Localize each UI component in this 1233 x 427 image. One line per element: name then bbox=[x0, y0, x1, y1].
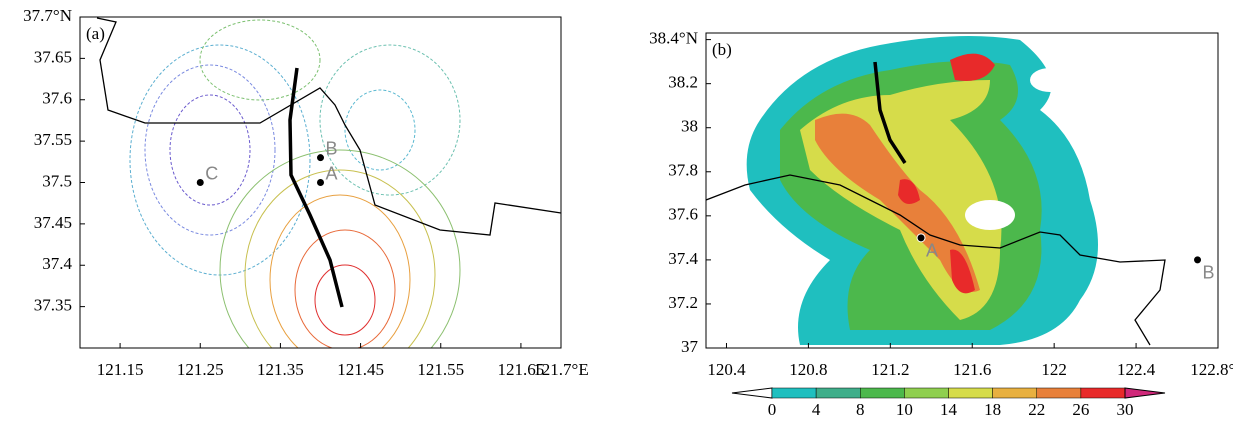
colorbar-tick-label: 8 bbox=[856, 400, 865, 419]
colorbar-box bbox=[992, 387, 1037, 399]
colorbar-box bbox=[1036, 387, 1082, 399]
station-point bbox=[1193, 255, 1203, 265]
x-tick-label: 120.4 bbox=[707, 360, 746, 379]
x-tick-label: 121.15 bbox=[97, 360, 144, 379]
y-tick-label: 37.6 bbox=[42, 89, 72, 108]
panel-label: (a) bbox=[86, 24, 105, 43]
colorbar-tick-label: 10 bbox=[896, 400, 913, 419]
front-line bbox=[873, 61, 907, 164]
colorbar-tick-label: 22 bbox=[1028, 400, 1045, 419]
y-tick-label: 38.4°N bbox=[649, 29, 698, 48]
y-tick-label: 37.8 bbox=[668, 161, 698, 180]
x-tick-label: 122 bbox=[1041, 360, 1067, 379]
colorbar-box bbox=[948, 387, 993, 399]
x-tick-label: 121.25 bbox=[177, 360, 224, 379]
y-tick-label: 37 bbox=[681, 337, 699, 356]
y-tick-label: 37.2 bbox=[668, 293, 698, 312]
colorbar-extend bbox=[731, 387, 773, 399]
y-tick-label: 37.65 bbox=[34, 47, 72, 66]
x-tick-label: 121.65 bbox=[498, 360, 545, 379]
colorbar-extend bbox=[1124, 387, 1166, 399]
colorbar-box bbox=[904, 387, 949, 399]
y-tick-label: 37.55 bbox=[34, 130, 72, 149]
y-tick-label: 37.6 bbox=[668, 205, 698, 224]
panel-label: (b) bbox=[712, 40, 732, 59]
station-label: C bbox=[205, 163, 218, 183]
colorbar-tick-label: 4 bbox=[812, 400, 821, 419]
colorbar-box bbox=[771, 387, 817, 399]
x-tick-label: 122.8°E bbox=[1190, 360, 1233, 379]
plot-frame bbox=[705, 32, 1219, 349]
y-tick-label: 38 bbox=[681, 117, 698, 136]
station-point bbox=[316, 178, 325, 187]
y-tick-label: 38.2 bbox=[668, 73, 698, 92]
colorbar-tick-label: 18 bbox=[984, 400, 1001, 419]
colorbar-tick-label: 14 bbox=[940, 400, 958, 419]
station-label: B bbox=[326, 138, 338, 158]
x-tick-label: 121.6 bbox=[953, 360, 991, 379]
colorbar-box bbox=[815, 387, 861, 399]
x-tick-label: 120.8 bbox=[789, 360, 827, 379]
y-tick-label: 37.5 bbox=[42, 171, 72, 190]
colorbar-box bbox=[1080, 387, 1126, 399]
colorbar-tick-label: 26 bbox=[1072, 400, 1089, 419]
y-tick-label: 37.45 bbox=[34, 213, 72, 232]
colorbar-tick-label: 0 bbox=[768, 400, 777, 419]
coastline bbox=[705, 174, 1166, 346]
x-tick-label: 121.35 bbox=[257, 360, 304, 379]
colorbar-box bbox=[860, 387, 905, 399]
x-tick-label: 121.45 bbox=[337, 360, 384, 379]
y-tick-label: 37.4 bbox=[668, 249, 698, 268]
colorbar-tick-label: 30 bbox=[1117, 400, 1134, 419]
x-tick-label: 121.7°E bbox=[533, 360, 588, 379]
station-point bbox=[916, 233, 926, 243]
contours-solid bbox=[219, 149, 461, 348]
x-tick-label: 121.55 bbox=[417, 360, 464, 379]
x-tick-label: 122.4 bbox=[1117, 360, 1156, 379]
station-label: A bbox=[326, 163, 338, 183]
y-tick-label: 37.7°N bbox=[23, 6, 72, 25]
contours bbox=[129, 19, 461, 276]
station-label: A bbox=[926, 241, 938, 261]
front-line bbox=[288, 67, 344, 308]
station-point bbox=[316, 153, 325, 163]
coastline bbox=[96, 17, 562, 236]
precipitation bbox=[746, 36, 1098, 345]
y-tick-label: 37.4 bbox=[42, 254, 72, 273]
x-tick-label: 121.2 bbox=[871, 360, 909, 379]
y-tick-label: 37.35 bbox=[34, 296, 72, 315]
station-label: B bbox=[1203, 263, 1215, 283]
station-point bbox=[195, 178, 205, 187]
